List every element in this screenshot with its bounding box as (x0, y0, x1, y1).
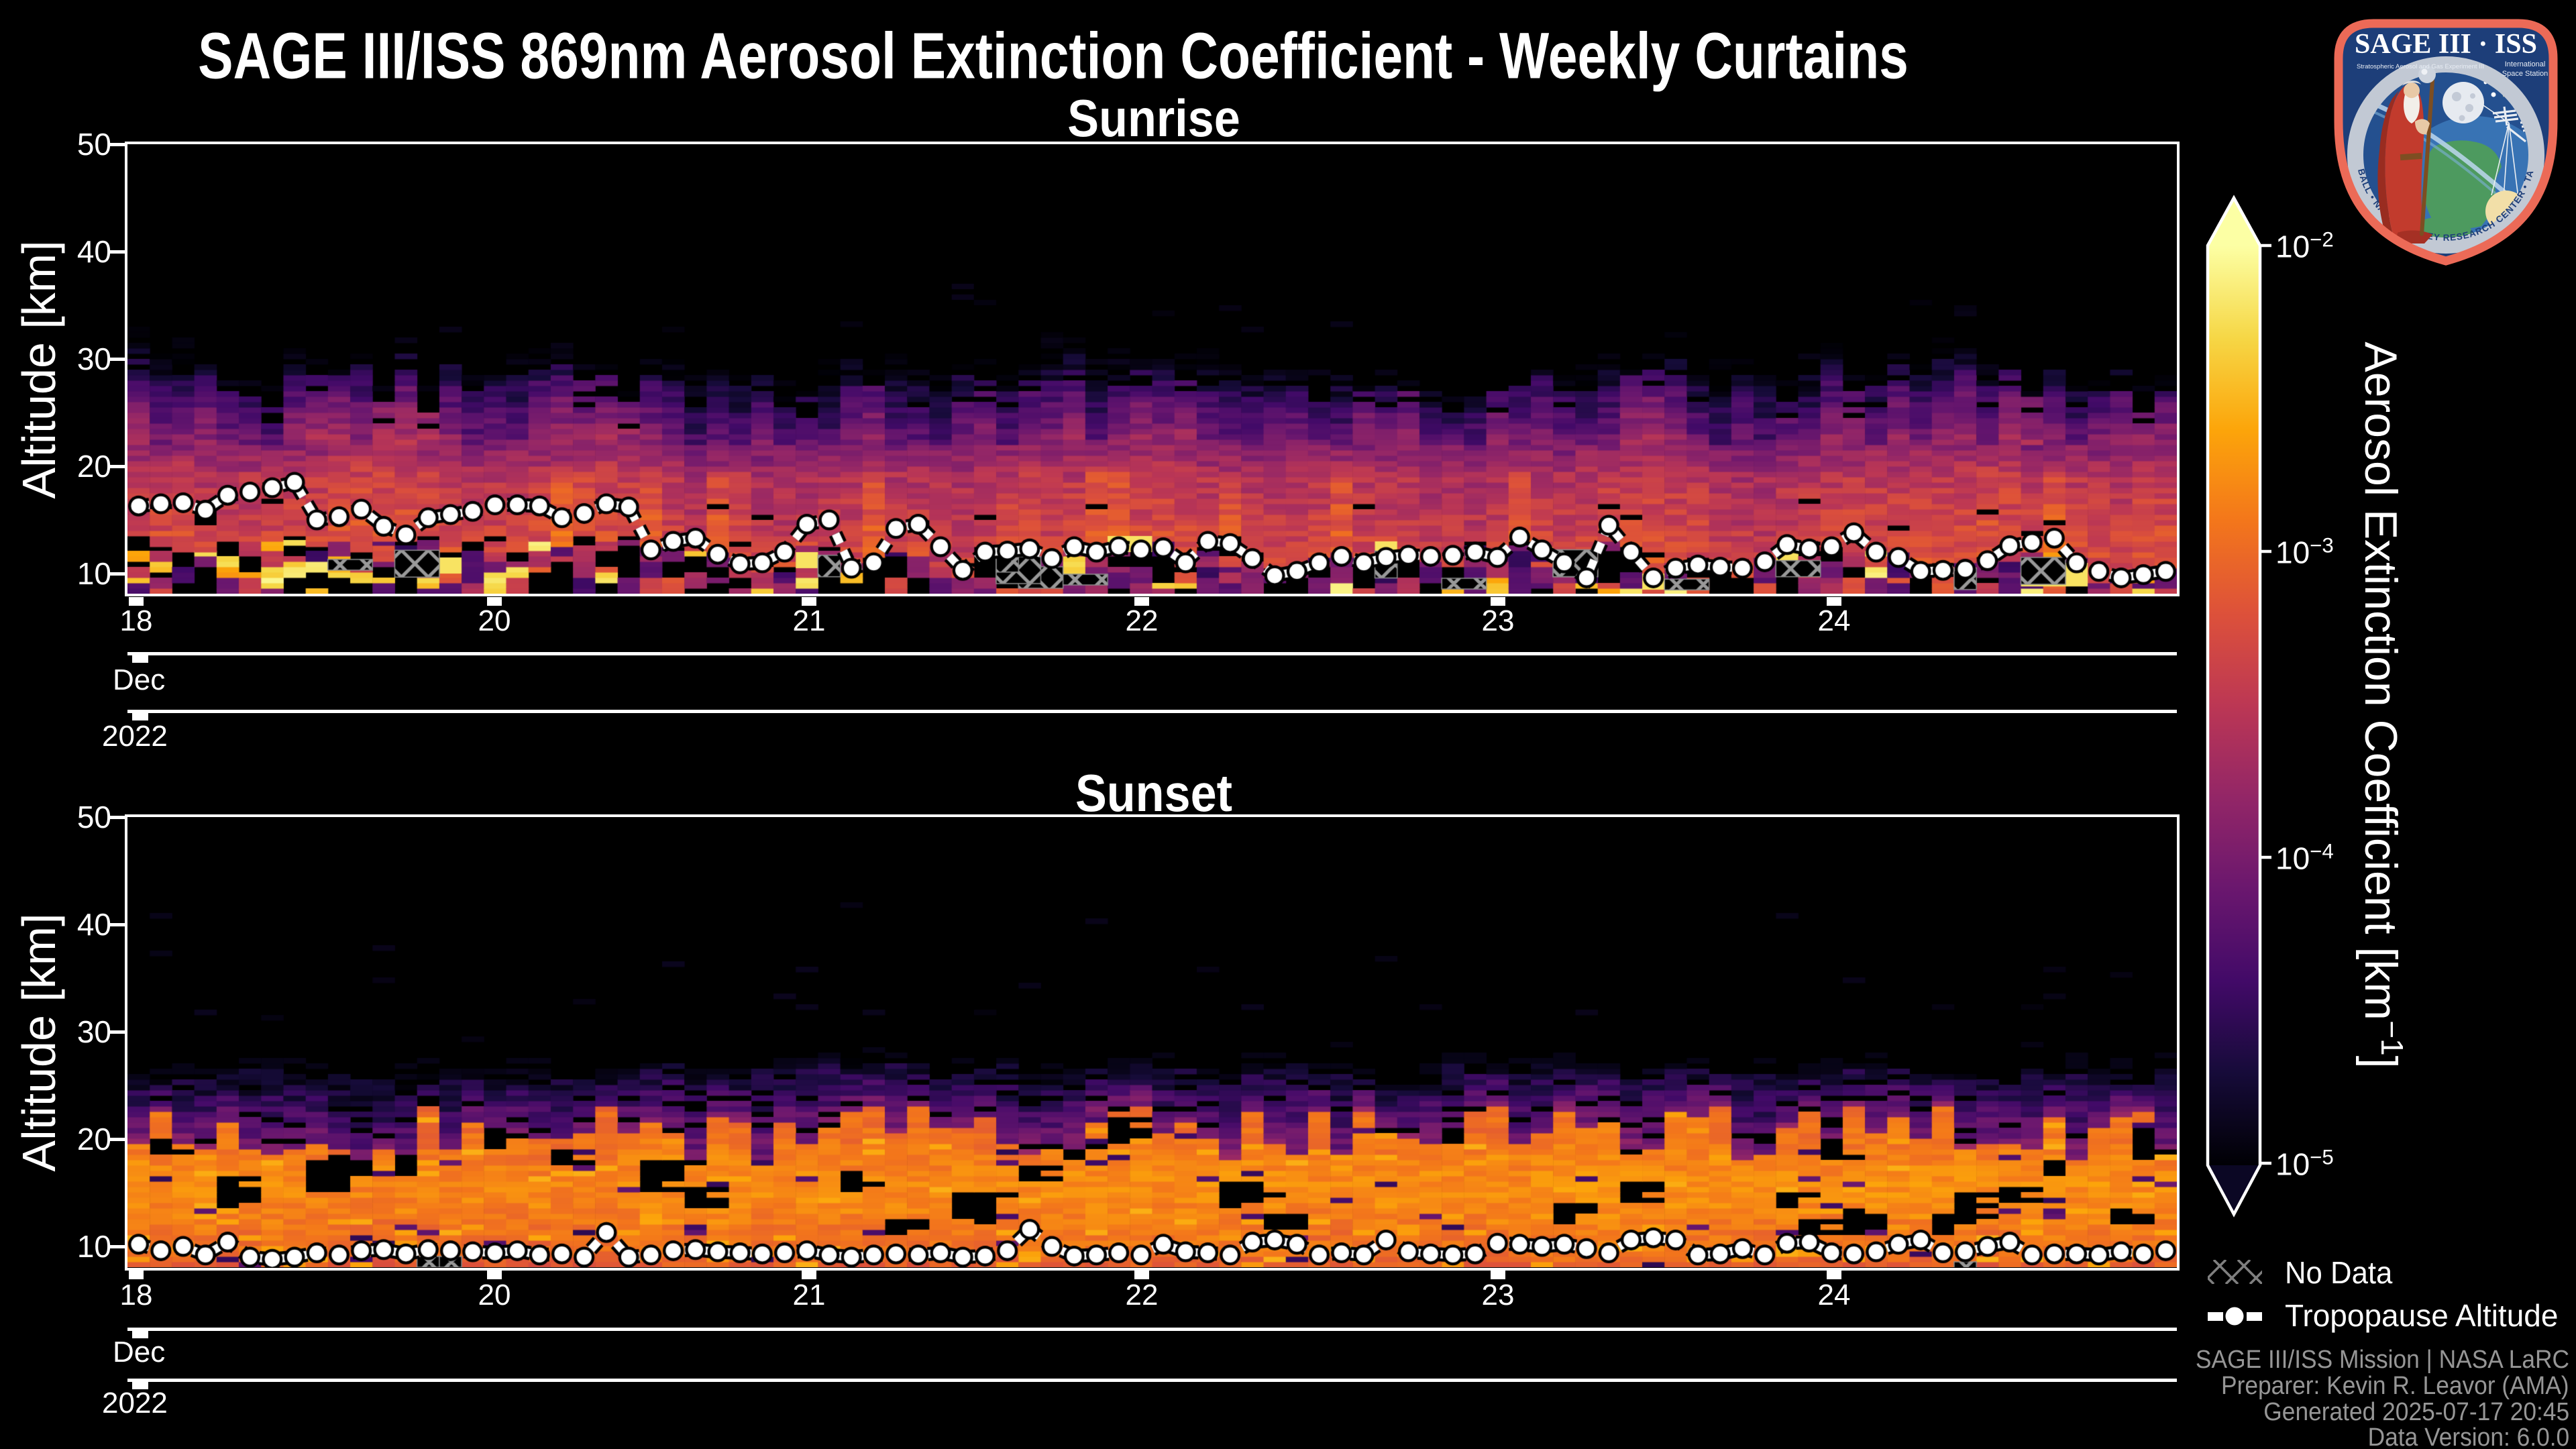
svg-text:SAGE III · ISS: SAGE III · ISS (2355, 29, 2537, 60)
svg-text:International: International (2505, 60, 2546, 68)
svg-text:Stratospheric Aerosol and Gas: Stratospheric Aerosol and Gas Experiment… (2357, 63, 2484, 70)
svg-text:Space Station: Space Station (2502, 70, 2548, 78)
